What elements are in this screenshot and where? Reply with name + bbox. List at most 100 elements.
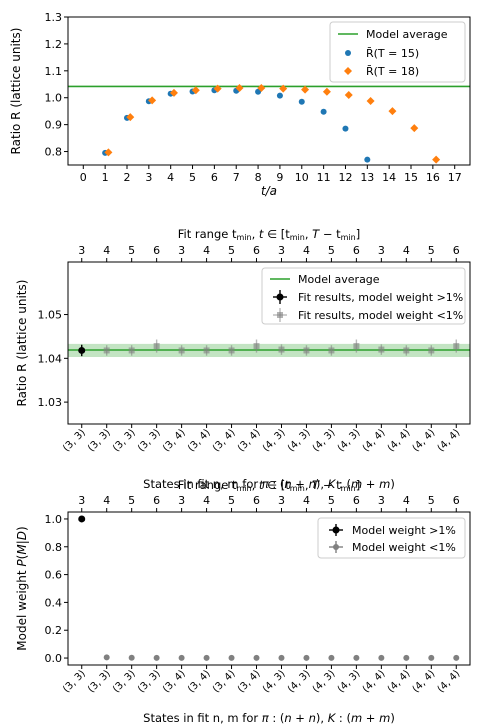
top-tick-label: 3 <box>278 494 285 507</box>
top-tick-label: 6 <box>153 494 160 507</box>
high-weight-point <box>78 515 86 523</box>
point-t18 <box>257 84 266 93</box>
top-axis-label: Fit range tmin, t ∈ [tmin, T − tmin] <box>178 478 361 493</box>
low-weight-point <box>178 654 185 661</box>
legend-low-weight: Fit results, model weight <1% <box>298 309 463 322</box>
top-tick-label: 4 <box>403 494 410 507</box>
top-tick-label: 6 <box>253 244 260 257</box>
top-tick-label: 3 <box>78 494 85 507</box>
low-weight-point <box>328 654 335 661</box>
low-weight-point <box>453 654 460 661</box>
legend-t15-swatch <box>345 50 351 56</box>
low-weight-point <box>253 343 260 350</box>
x-tick-label: 7 <box>233 171 240 184</box>
y-tick-label: 0.6 <box>45 569 63 582</box>
point-t15 <box>364 156 371 163</box>
top-tick-label: 6 <box>453 244 460 257</box>
low-weight-point <box>403 654 410 661</box>
x-tick-label: 13 <box>360 171 374 184</box>
y-tick-label: 0.8 <box>45 541 63 554</box>
x-tick-label: 9 <box>276 171 283 184</box>
point-t18 <box>322 87 331 96</box>
low-weight-point <box>328 347 335 354</box>
point-t18 <box>410 124 419 133</box>
top-tick-label: 5 <box>128 244 135 257</box>
x-axis-label: t/a <box>261 184 277 198</box>
point-t18 <box>432 155 441 164</box>
x-axis-label: States in fit n, m for π : (n + n), K : … <box>143 711 395 725</box>
chart-1: 0 1 2 3 4 5 6 7 8 9 10 11 12 13 14 15 16 170.80.91.01.11.… <box>9 11 471 198</box>
y-tick-label: 0.4 <box>45 596 63 609</box>
top-tick-label: 6 <box>353 244 360 257</box>
y-tick-label: 1.04 <box>38 352 63 365</box>
top-tick-label: 4 <box>403 244 410 257</box>
point-t15 <box>342 125 349 132</box>
y-tick-label: 0.2 <box>45 624 63 637</box>
point-t15 <box>320 108 327 115</box>
x-tick-label: 16 <box>426 171 440 184</box>
legend-box <box>317 517 466 559</box>
point-t18 <box>344 91 353 100</box>
low-weight-point <box>228 347 235 354</box>
legend-low-weight: Model weight <1% <box>352 541 456 554</box>
x-tick-label: 14 <box>382 171 396 184</box>
top-tick-label: 3 <box>178 494 185 507</box>
low-weight-point <box>303 347 310 354</box>
low-weight-point <box>203 347 210 354</box>
y-tick-label: 1.3 <box>45 11 63 24</box>
top-axis-label: Fit range tmin, t ∈ [tmin, T − tmin] <box>178 227 361 242</box>
top-tick-label: 5 <box>328 494 335 507</box>
low-weight-point <box>228 654 235 661</box>
x-tick-label: 12 <box>338 171 352 184</box>
top-tick-label: 6 <box>253 494 260 507</box>
plot-frame <box>67 16 471 166</box>
y-tick-label: 1.03 <box>38 396 63 409</box>
low-weight-point <box>378 654 385 661</box>
legend-t18: R̄(T = 18) <box>366 65 419 78</box>
low-weight-point <box>278 346 285 353</box>
point-t18 <box>279 84 288 93</box>
top-tick-label: 4 <box>103 494 110 507</box>
low-weight-point <box>428 347 435 354</box>
top-tick-label: 3 <box>178 244 185 257</box>
x-tick-label: 3 <box>145 171 152 184</box>
legend-model-average: Model average <box>366 28 448 41</box>
x-tick-label: 10 <box>295 171 309 184</box>
legend-high-weight: Model weight >1% <box>352 524 456 537</box>
low-weight-point <box>103 654 110 661</box>
top-tick-label: 3 <box>378 494 385 507</box>
y-axis-label: Model weight P(M|D) <box>15 526 29 650</box>
y-tick-label: 0.0 <box>45 652 63 665</box>
low-weight-point <box>403 347 410 354</box>
y-tick-label: 0.8 <box>45 146 63 159</box>
low-weight-point <box>428 654 435 661</box>
top-tick-label: 4 <box>203 244 210 257</box>
x-tick-label: 17 <box>448 171 462 184</box>
top-tick-label: 5 <box>428 494 435 507</box>
top-tick-label: 4 <box>103 244 110 257</box>
plot-frame <box>67 511 471 666</box>
x-axis-label: States in fit n, m for π : (n + n), K : … <box>143 477 395 491</box>
point-t15 <box>298 98 305 105</box>
top-tick-label: 5 <box>228 494 235 507</box>
point-t18 <box>235 84 244 93</box>
plot-frame <box>67 261 471 425</box>
legend-box <box>261 267 466 325</box>
point-t18 <box>148 96 157 105</box>
point-t15 <box>255 88 262 95</box>
x-tick-label: 6 <box>211 171 218 184</box>
x-tick-label: 1 <box>102 171 109 184</box>
legend-high-weight-swatch <box>276 293 284 301</box>
x-tick-label: 0 <box>80 171 87 184</box>
point-t18 <box>213 84 222 93</box>
low-weight-point <box>303 654 310 661</box>
top-tick-label: 4 <box>303 494 310 507</box>
low-weight-point <box>178 347 185 354</box>
low-weight-point <box>453 343 460 350</box>
y-tick-label: 0.9 <box>45 119 63 132</box>
low-weight-point <box>128 654 135 661</box>
point-t18 <box>104 148 113 157</box>
y-tick-label: 1.05 <box>38 309 63 322</box>
x-tick-label: 2 <box>123 171 130 184</box>
